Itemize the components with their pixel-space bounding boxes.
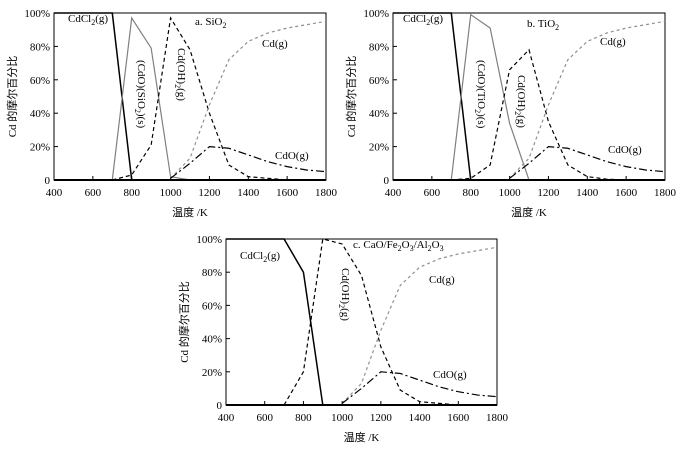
series-line: [283, 238, 497, 406]
series-label: Cd(g): [262, 38, 288, 50]
x-tick-label: 1600: [447, 412, 470, 424]
y-tick-label: 40%: [30, 108, 50, 120]
series-label: CdO(g): [433, 369, 467, 381]
x-tick-label: 1800: [315, 187, 338, 199]
panel-title: c. CaO/Fe2​O3​/Al2​O3​: [353, 239, 444, 253]
series-label: Cd(OH)2​(g): [173, 48, 187, 101]
series-label: Cd(OH)2​(g): [337, 268, 351, 321]
y-tick-label: 0: [384, 175, 390, 187]
x-tick-label: 600: [85, 187, 102, 199]
x-tick-label: 1600: [276, 187, 299, 199]
x-tick-label: 1000: [160, 187, 183, 199]
y-tick-label: 80%: [202, 267, 222, 279]
x-tick-label: 1800: [654, 187, 677, 199]
x-tick-label: 1600: [615, 187, 638, 199]
y-tick-label: 80%: [369, 41, 389, 53]
y-tick-label: 60%: [30, 75, 50, 87]
x-tick-label: 1200: [537, 187, 560, 199]
series-label: CdCl2​(g): [403, 13, 443, 27]
series-line: [341, 246, 498, 404]
x-axis-label: 温度 /K: [344, 430, 380, 444]
panel-title: b. TiO2​: [527, 18, 559, 32]
series-label: Cd(g): [600, 36, 626, 48]
y-tick-label: 100%: [363, 8, 389, 20]
x-axis-label: 温度 /K: [511, 205, 547, 219]
y-axis-label: Cd 的摩尔百分比: [5, 56, 19, 138]
y-tick-label: 0: [217, 400, 223, 412]
panel-c: 400 600 800 1000 1200 1400 1600 1800 0 20% 40% 60% 8…: [177, 234, 509, 444]
y-tick-label: 20%: [202, 367, 222, 379]
series-label: Cd(OH)2​(g): [513, 75, 527, 128]
x-tick-label: 1800: [486, 412, 509, 424]
series-label: (CdO)(SiO2​)(s): [133, 60, 147, 128]
series-label: CdCl2​(g): [68, 13, 108, 27]
series-label: Cd(g): [429, 274, 455, 286]
y-tick-label: 20%: [369, 142, 389, 154]
x-tick-label: 400: [385, 187, 402, 199]
x-tick-label: 1000: [499, 187, 522, 199]
series-line: [341, 371, 498, 404]
y-tick-label: 60%: [202, 300, 222, 312]
x-tick-label: 800: [123, 187, 140, 199]
series-line: [112, 16, 326, 181]
x-tick-label: 1200: [370, 412, 393, 424]
x-tick-label: 1400: [237, 187, 260, 199]
series-label: (CdO)(TiO2​)(s): [473, 60, 487, 129]
y-tick-label: 40%: [369, 108, 389, 120]
series-line: [509, 20, 666, 179]
x-tick-label: 600: [424, 187, 441, 199]
x-axis-label: 温度 /K: [172, 205, 208, 219]
series-line: [509, 145, 666, 179]
series-label: CdCl2​(g): [240, 250, 280, 264]
x-tick-label: 1000: [331, 412, 354, 424]
series-line: [170, 145, 327, 179]
x-tick-label: 400: [46, 187, 63, 199]
panel-a: 400 600 800 1000 1200 1400 1600 1800 0 20% 40% 60% 8…: [5, 8, 338, 219]
y-axis-label: Cd 的摩尔百分比: [344, 56, 358, 138]
x-tick-label: 400: [218, 412, 235, 424]
y-tick-label: 0: [45, 175, 51, 187]
x-tick-label: 1400: [409, 412, 432, 424]
y-tick-label: 80%: [30, 41, 50, 53]
panel-title: a. SiO2​: [195, 16, 227, 30]
series-label: CdO(g): [275, 150, 309, 162]
y-tick-label: 100%: [196, 234, 222, 246]
x-tick-label: 800: [295, 412, 312, 424]
y-tick-label: 60%: [369, 75, 389, 87]
x-tick-label: 1200: [198, 187, 221, 199]
y-axis-label: Cd 的摩尔百分比: [177, 281, 191, 363]
y-tick-label: 40%: [202, 334, 222, 346]
y-tick-label: 100%: [24, 8, 50, 20]
series-label: CdO(g): [608, 144, 642, 156]
x-tick-label: 600: [256, 412, 273, 424]
x-tick-label: 1400: [576, 187, 599, 199]
y-tick-label: 20%: [30, 142, 50, 154]
panel-b: 400 600 800 1000 1200 1400 1600 1800 0 20% 40% 60% 8…: [344, 8, 677, 219]
x-tick-label: 800: [462, 187, 479, 199]
